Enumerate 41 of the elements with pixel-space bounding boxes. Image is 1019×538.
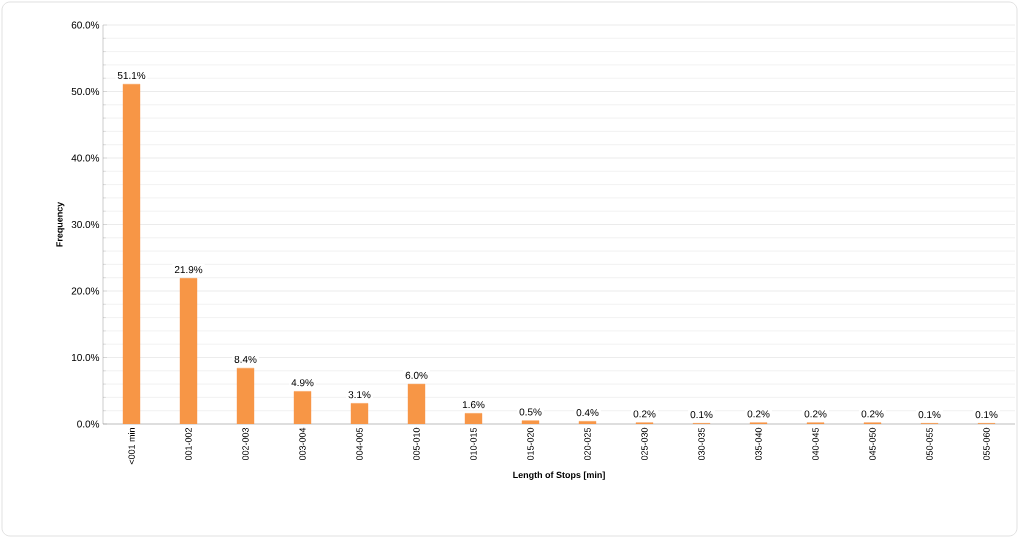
x-tick-label: 055-060 xyxy=(983,427,990,461)
data-label: 0.2% xyxy=(633,410,656,418)
data-label: 1.6% xyxy=(462,401,485,409)
data-label: 0.2% xyxy=(861,410,884,418)
x-tick-label: 015-020 xyxy=(527,427,534,461)
y-tick-label: 10.0% xyxy=(72,353,100,362)
data-label: 0.2% xyxy=(804,410,827,418)
data-label: 8.4% xyxy=(234,355,257,363)
data-label: 0.4% xyxy=(576,409,599,417)
x-tick-label: 035-040 xyxy=(755,427,762,461)
y-tick-label: 40.0% xyxy=(71,154,100,162)
x-tick-label: 002-003 xyxy=(242,427,249,461)
y-axis-title: Frequency xyxy=(56,201,65,247)
x-tick-label: 020-025 xyxy=(584,427,591,461)
x-tick-label: 005-010 xyxy=(413,427,420,461)
x-tick-label: 045-050 xyxy=(869,427,876,461)
data-label: 0.1% xyxy=(975,411,998,419)
x-tick-label: 025-030 xyxy=(641,427,648,461)
x-tick-label: 010-015 xyxy=(470,427,477,461)
y-tick-label: 50.0% xyxy=(71,87,100,96)
x-tick-label: 003-004 xyxy=(299,427,306,461)
data-label: 51.1% xyxy=(117,71,146,79)
y-tick-label: 30.0% xyxy=(71,220,100,229)
y-tick-label: 20.0% xyxy=(71,287,100,295)
x-axis-title: Length of Stops [min] xyxy=(513,471,605,480)
x-tick-label: 001-002 xyxy=(185,427,192,461)
x-tick-label: 030-035 xyxy=(698,427,705,461)
x-tick-label: 040-045 xyxy=(812,427,819,461)
x-tick-label: 050-055 xyxy=(926,427,933,461)
data-label: 0.1% xyxy=(918,411,941,419)
y-tick-label: 60.0% xyxy=(71,21,100,29)
data-label: 3.1% xyxy=(348,391,371,399)
data-label: 21.9% xyxy=(174,266,203,274)
y-tick-label: 0.0% xyxy=(77,420,100,428)
x-tick-label: <001 min xyxy=(128,428,135,465)
data-label: 0.5% xyxy=(519,408,542,416)
data-label: 0.2% xyxy=(747,410,770,418)
x-tick-label: 004-005 xyxy=(356,427,363,461)
data-label: 0.1% xyxy=(690,411,713,419)
data-label: 4.9% xyxy=(291,379,314,387)
data-label: 6.0% xyxy=(405,371,428,379)
